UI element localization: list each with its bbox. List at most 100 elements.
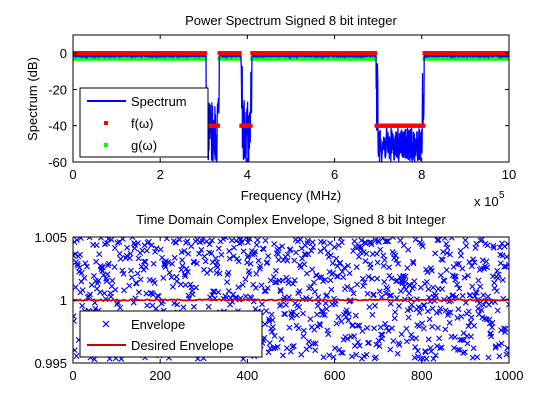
envelope-point [345, 311, 352, 318]
envelope-point [405, 314, 412, 321]
envelope-point [132, 242, 138, 248]
envelope-point [422, 349, 429, 356]
envelope-point [127, 250, 134, 257]
envelope-point [377, 324, 384, 331]
envelope-point [338, 349, 344, 356]
envelope-point [480, 292, 487, 299]
legend-g-label: g(ω) [131, 138, 157, 153]
envelope-point [402, 279, 409, 285]
envelope-point [359, 328, 366, 334]
envelope-point [434, 343, 440, 350]
envelope-point [269, 317, 276, 324]
envelope-point [322, 276, 329, 283]
envelope-point [338, 318, 345, 325]
envelope-x-tick-label: 400 [237, 368, 259, 383]
envelope-point [214, 259, 220, 266]
envelope-point [410, 258, 416, 265]
spectrum-x-axis-label: Frequency (MHz) [241, 188, 341, 203]
spectrum-y-tick-label: -40 [48, 119, 67, 134]
envelope-point [447, 251, 454, 258]
envelope-point [351, 333, 358, 340]
envelope-point [303, 270, 310, 277]
envelope-point [290, 280, 296, 287]
envelope-point [304, 237, 311, 244]
envelope-point [108, 293, 114, 300]
envelope-point [337, 237, 344, 241]
envelope-point [489, 319, 496, 326]
envelope-point [439, 286, 446, 292]
envelope-point [79, 287, 86, 294]
envelope-point [466, 259, 473, 266]
envelope-point [260, 246, 267, 253]
envelope-point [410, 260, 417, 267]
envelope-point [413, 335, 419, 342]
envelope-point [126, 255, 133, 262]
envelope-point [101, 290, 108, 297]
envelope-point [334, 273, 340, 280]
envelope-point [436, 335, 443, 342]
envelope-point [214, 264, 221, 271]
envelope-point [339, 349, 346, 356]
envelope-point [193, 284, 200, 291]
envelope-point [461, 349, 468, 356]
spectrum-x-tick-label: 2 [157, 167, 164, 182]
envelope-point [215, 245, 222, 252]
envelope-point [109, 277, 116, 284]
envelope-point [464, 340, 471, 347]
envelope-point [321, 245, 328, 252]
envelope-point [337, 259, 344, 266]
envelope-point [339, 268, 346, 275]
envelope-point [262, 237, 269, 244]
envelope-point [454, 314, 461, 321]
envelope-point [345, 262, 351, 269]
envelope-point [111, 264, 118, 270]
envelope-point [183, 265, 190, 272]
envelope-point [360, 283, 367, 289]
spectrum-x-exponent: x 10 [474, 194, 499, 209]
envelope-point [283, 301, 289, 308]
envelope-point [103, 278, 110, 285]
envelope-point [479, 257, 486, 264]
envelope-point [368, 239, 375, 246]
envelope-point [265, 349, 272, 356]
envelope-point [344, 335, 351, 342]
envelope-x-tick-label: 200 [149, 368, 171, 383]
envelope-point [326, 352, 333, 359]
envelope-point [255, 257, 262, 264]
spectrum-x-tick-label: 6 [331, 167, 338, 182]
envelope-point [293, 312, 300, 319]
envelope-point [470, 345, 477, 352]
envelope-point [396, 303, 402, 309]
envelope-point [355, 339, 361, 345]
envelope-point [270, 345, 277, 352]
spectrum-line [73, 52, 509, 162]
envelope-point [410, 283, 417, 290]
envelope-point [438, 344, 445, 351]
legend-desired-label: Desired Envelope [131, 338, 234, 353]
envelope-point [370, 291, 377, 298]
envelope-point [454, 346, 461, 353]
spectrum-x-tick-label: 0 [69, 167, 76, 182]
envelope-point [327, 277, 334, 284]
envelope-point [491, 279, 498, 286]
envelope-legend: Envelope Desired Envelope [79, 310, 263, 358]
envelope-point [414, 347, 421, 354]
envelope-point [254, 237, 261, 243]
envelope-point [317, 322, 323, 329]
envelope-point [434, 237, 441, 244]
envelope-point [155, 293, 162, 300]
envelope-point [433, 292, 440, 299]
envelope-point [384, 286, 391, 293]
f-omega-point [422, 123, 426, 128]
envelope-point [423, 279, 430, 285]
spectrum-x-tick-label: 4 [244, 167, 251, 182]
g-omega-point [238, 56, 242, 61]
envelope-point [112, 286, 119, 293]
envelope-point [459, 292, 466, 299]
envelope-point [128, 274, 135, 281]
envelope-point [458, 336, 465, 343]
envelope-point [169, 260, 176, 267]
envelope-point [392, 252, 399, 259]
envelope-point [443, 241, 450, 247]
envelope-point [495, 271, 502, 278]
